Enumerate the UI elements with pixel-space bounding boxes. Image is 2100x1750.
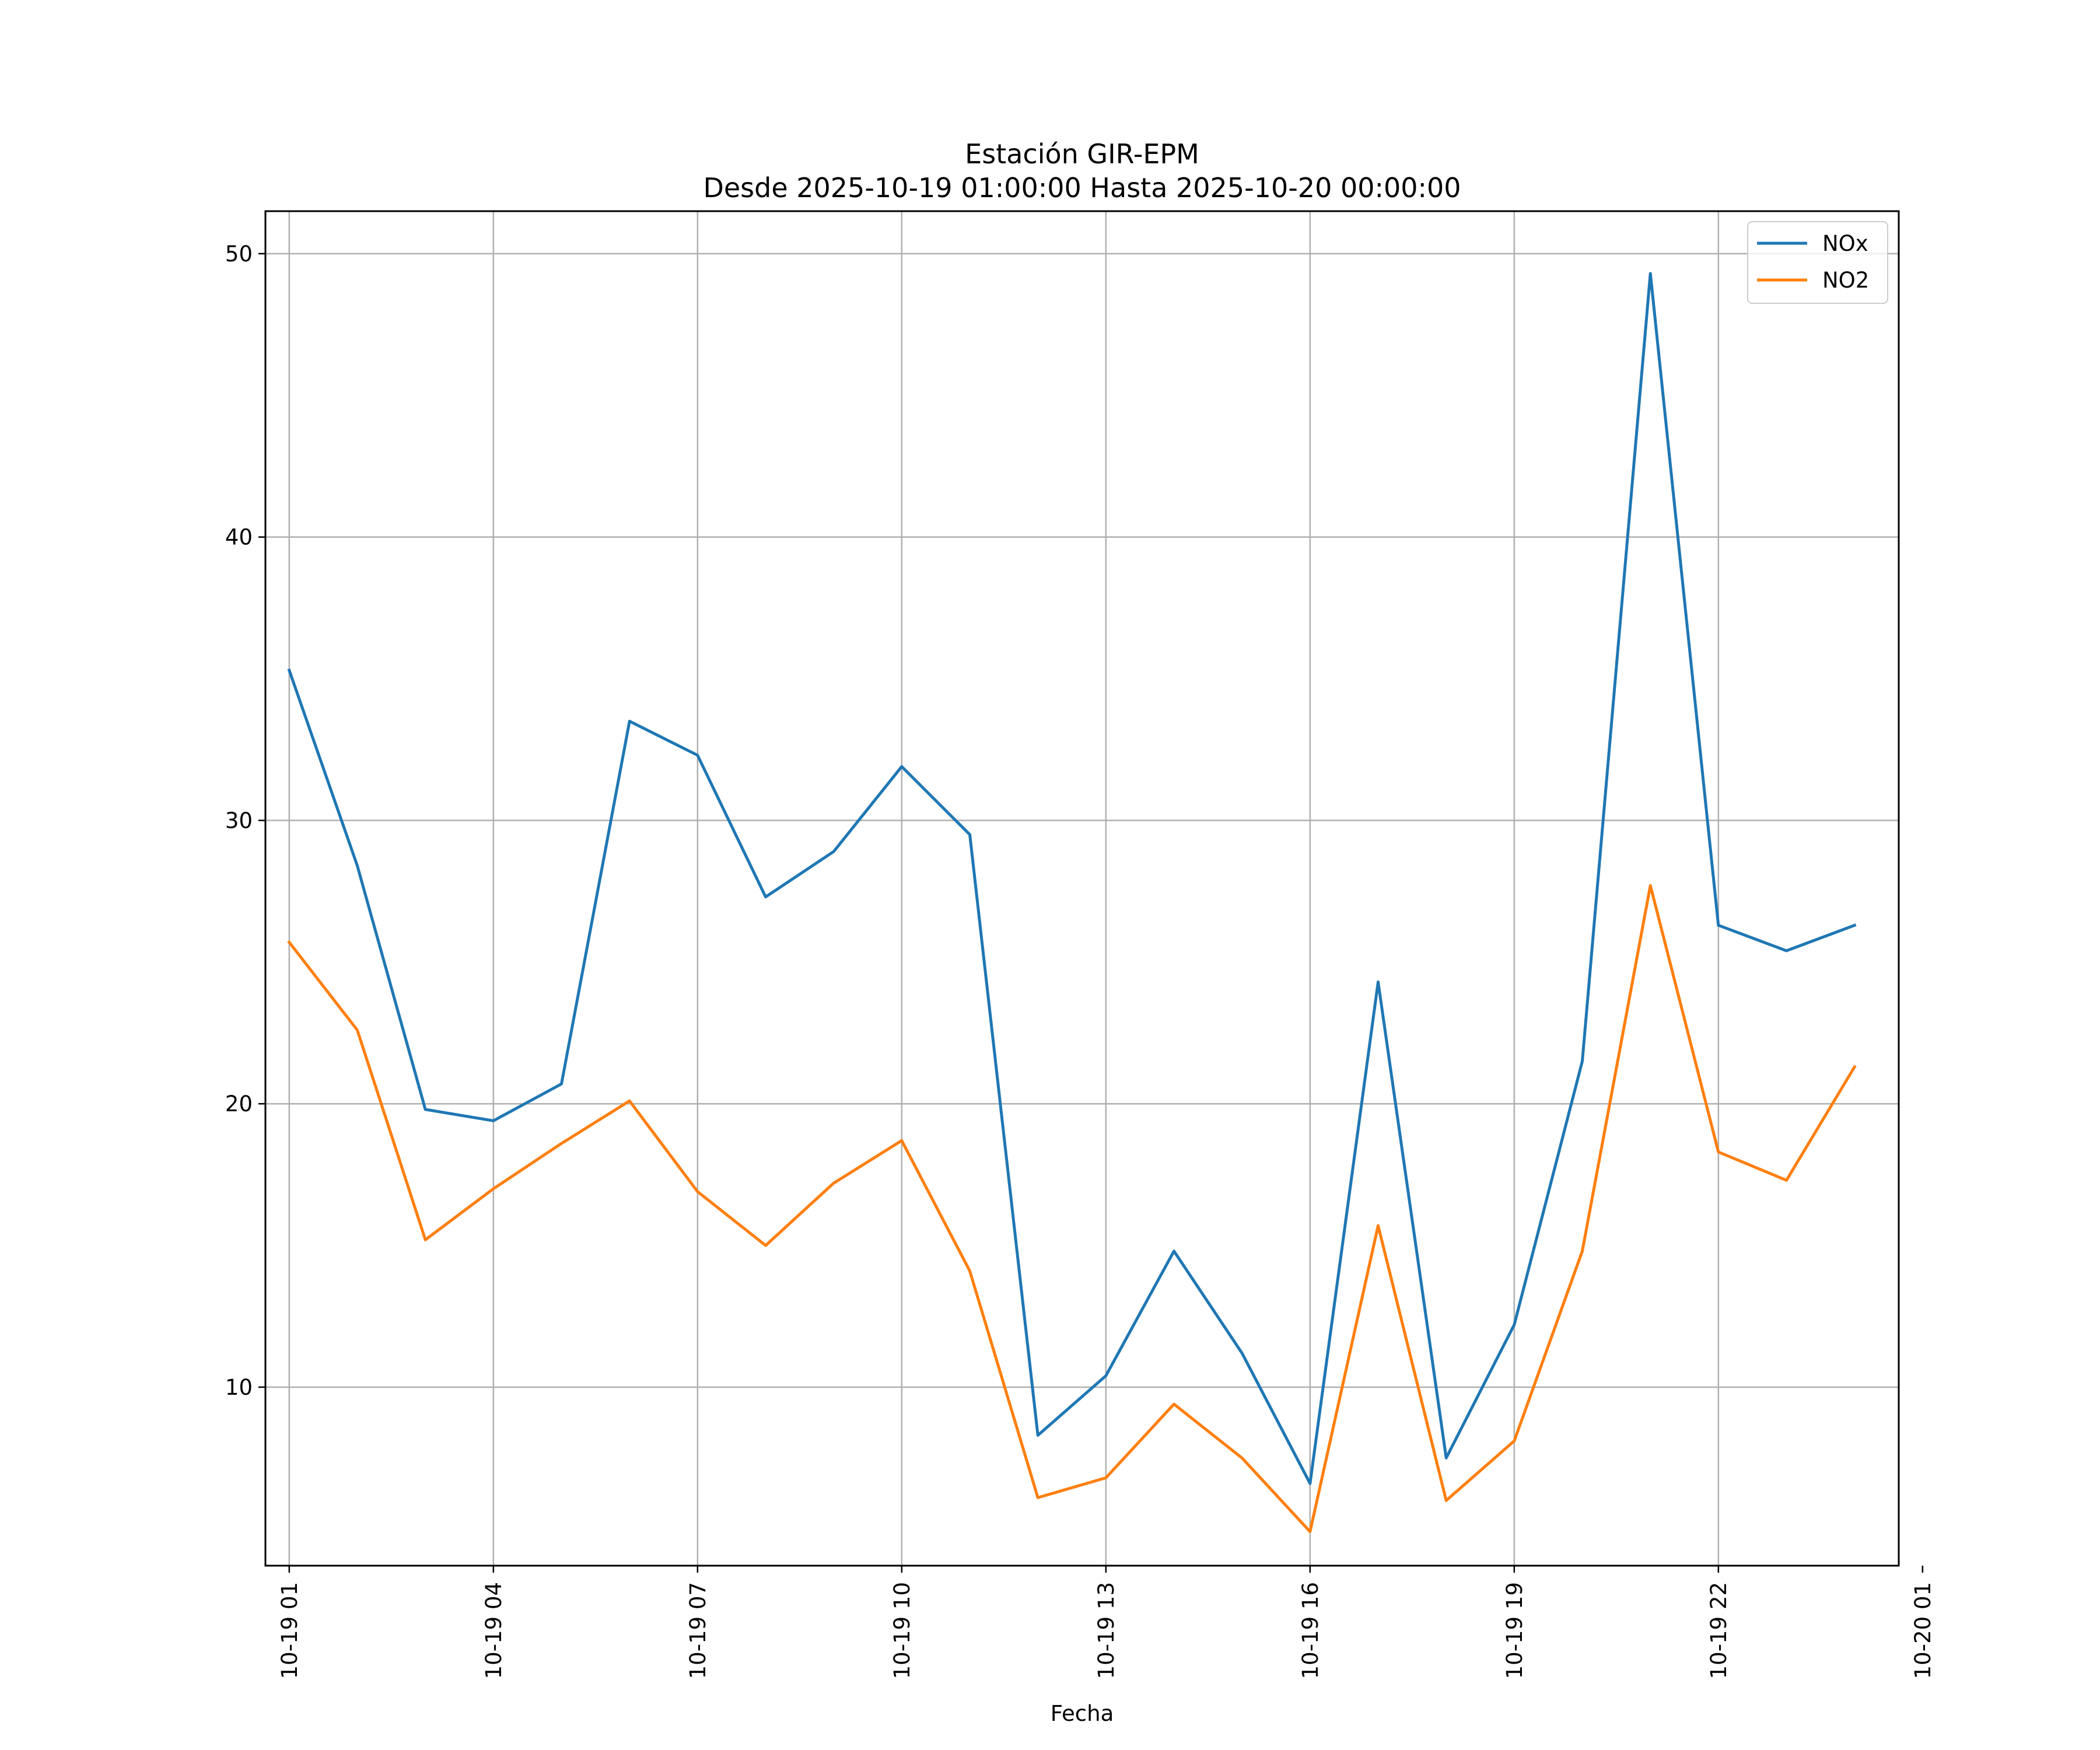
legend-label-nox: NOx (1822, 231, 1868, 256)
legend: NOx NO2 (1747, 221, 1888, 304)
chart-title-line2: Desde 2025-10-19 01:00:00 Hasta 2025-10-… (703, 172, 1461, 204)
x-tick-label-5: 10-19 16 (1298, 1582, 1323, 1679)
series-lines (287, 272, 1857, 1534)
legend-label-no2: NO2 (1822, 268, 1869, 293)
y-tick-label-20: 20 (225, 1091, 253, 1116)
y-tick-label-10: 10 (225, 1375, 253, 1400)
y-tick-label-40: 40 (225, 525, 253, 550)
x-tick-label-0: 10-19 01 (277, 1582, 302, 1679)
axis-ticks: 10 20 30 40 50 10-19 01 10-19 04 10-19 07 10-19 … (225, 242, 1936, 1679)
x-tick-label-1: 10-19 04 (481, 1582, 506, 1679)
x-tick-label-7: 10-19 22 (1706, 1582, 1731, 1679)
x-tick-label-8: 10-20 01 (1910, 1582, 1936, 1679)
x-tick-label-3: 10-19 10 (890, 1582, 915, 1679)
grid (265, 211, 1899, 1566)
y-tick-label-50: 50 (225, 242, 253, 267)
series-line-nox (287, 272, 1857, 1485)
x-tick-label-4: 10-19 13 (1094, 1582, 1119, 1679)
series-line-no2 (287, 884, 1857, 1534)
y-tick-label-30: 30 (225, 808, 253, 833)
x-axis-label: Fecha (1051, 1701, 1114, 1726)
x-tick-label-6: 10-19 19 (1502, 1582, 1527, 1679)
chart-title-line1: Estación GIR-EPM (965, 138, 1199, 170)
x-tick-label-2: 10-19 07 (685, 1582, 710, 1679)
plot-frame (264, 210, 1900, 1567)
